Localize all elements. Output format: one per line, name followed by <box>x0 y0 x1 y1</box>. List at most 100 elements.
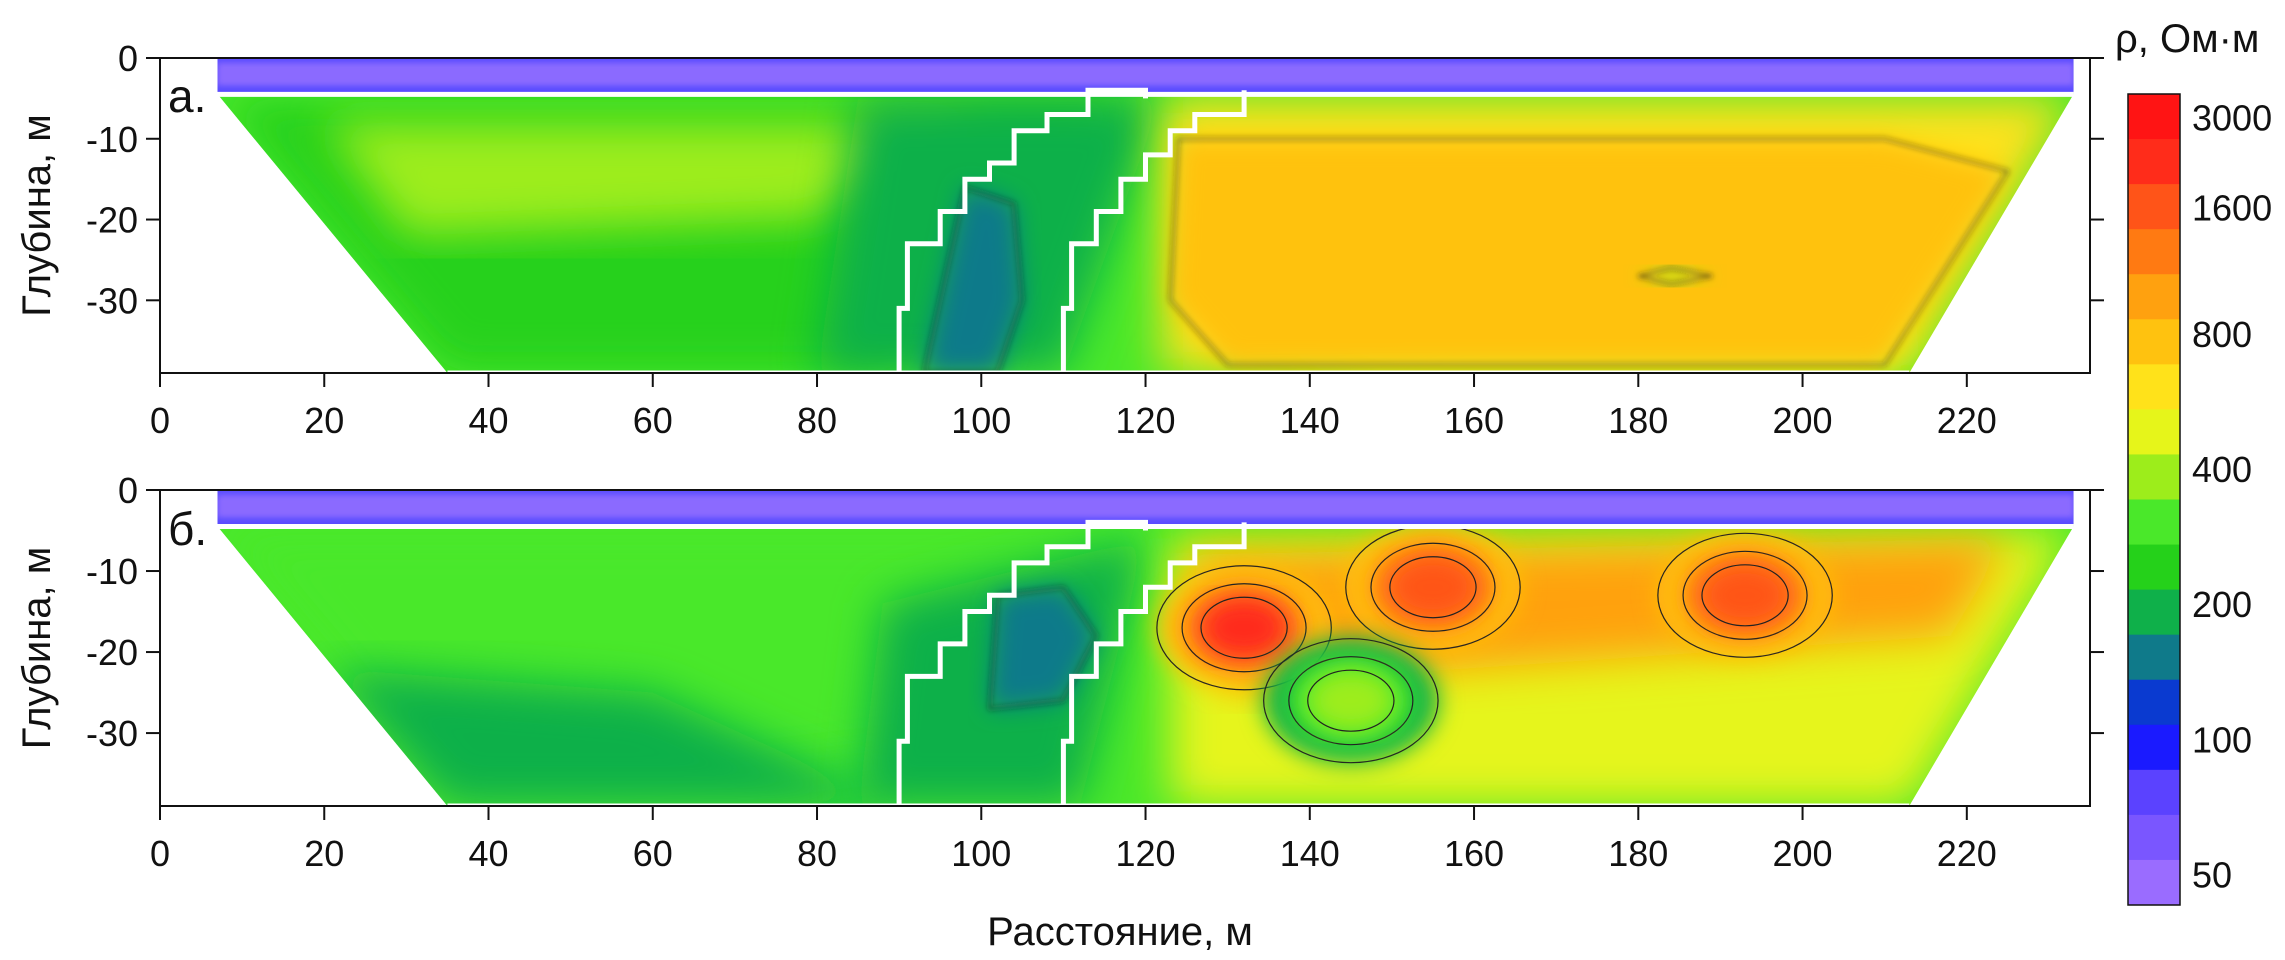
zone-1 <box>324 122 982 236</box>
anomaly-low-body-145-contour-0 <box>1263 638 1439 764</box>
x-tick-label: 160 <box>1444 400 1504 441</box>
panel-a: 0 20 40 60 80 100 120 140 160 180 200 220 0 -10 -20 -30… <box>15 38 2104 441</box>
fault-line-0 <box>896 87 1148 373</box>
legend-frame <box>2127 93 2181 906</box>
legend-label: 800 <box>2192 314 2252 355</box>
x-tick-label: 160 <box>1444 833 1504 874</box>
legend-label: 3000 <box>2192 98 2272 139</box>
x-tick-label: 0 <box>150 400 170 441</box>
legend-band <box>2128 544 2180 591</box>
panel-a-y-axis-label: Глубина, м <box>15 114 59 317</box>
panel-a-label: а. <box>168 70 206 122</box>
y-tick-label: 0 <box>118 38 138 79</box>
legend-band <box>2128 184 2180 230</box>
y-tick-label: -30 <box>86 280 138 321</box>
legend-band <box>2128 724 2180 771</box>
legend-color-bands <box>2127 93 2181 906</box>
legend-band <box>2128 499 2180 546</box>
legend-band <box>2128 814 2180 861</box>
anomaly-contour-conductive-zone <box>922 186 1024 373</box>
anomaly-low-body-145-contour-1 <box>1288 656 1414 746</box>
legend-band <box>2128 274 2180 320</box>
y-tick-label: -10 <box>86 551 138 592</box>
color-legend: ρ, Ом·м 3000 1600 800 400 200 100 50 <box>2115 17 2272 906</box>
y-tick-label: -10 <box>86 119 138 160</box>
x-tick-label: 100 <box>951 400 1011 441</box>
x-axis-label: Расстояние, м <box>987 910 1253 954</box>
panel-b-y-axis-label: Глубина, м <box>15 547 59 750</box>
anomaly-peak-193-contour-0 <box>1657 532 1833 658</box>
legend-band <box>2128 139 2180 185</box>
anomaly-peak-132-contour-2 <box>1200 596 1288 659</box>
anomaly-peak-193-ring-2 <box>1701 564 1789 626</box>
x-tick-label: 140 <box>1280 400 1340 441</box>
legend-band <box>2128 319 2180 365</box>
anomaly-peak-155-ring-2 <box>1389 556 1477 618</box>
legend-band <box>2128 634 2180 681</box>
legend-label: 50 <box>2192 854 2232 895</box>
panel-b-label: б. <box>168 503 207 555</box>
fault-line-0 <box>896 519 1148 806</box>
anomaly-conductive-zone <box>923 187 1023 373</box>
panel-a-frame <box>159 57 2091 374</box>
anomaly-peak-132-contour-1 <box>1181 583 1307 673</box>
legend-band <box>2128 859 2180 906</box>
y-tick-label: 0 <box>118 470 138 511</box>
x-tick-label: 100 <box>951 833 1011 874</box>
x-tick-label: 80 <box>797 833 837 874</box>
anomaly-peak-193-contour-2 <box>1701 564 1789 627</box>
legend-label: 100 <box>2192 719 2252 760</box>
x-tick-label: 120 <box>1115 833 1175 874</box>
anomaly-contour-resistive-body <box>1169 138 2010 366</box>
anomaly-peak-193-contour-1 <box>1682 550 1808 640</box>
x-tick-label: 20 <box>304 400 344 441</box>
anomaly-contour-conductive-zone <box>988 586 1098 710</box>
x-tick-label: 180 <box>1608 833 1668 874</box>
anomaly-peak-132-contour-0 <box>1156 565 1332 691</box>
x-tick-label: 0 <box>150 833 170 874</box>
fault-line-1 <box>1060 90 1247 373</box>
anomaly-peak-155-contour-1 <box>1370 542 1496 632</box>
anomaly-low-body-145-ring-2 <box>1307 670 1394 732</box>
legend-title: ρ, Ом·м <box>2115 17 2259 61</box>
legend-band <box>2128 589 2180 636</box>
legend-labels: 3000 1600 800 400 200 100 50 <box>2192 98 2272 896</box>
panel-b-axis-ticks: 0 20 40 60 80 100 120 140 160 180 200 220 0 -10 -20 -30 <box>86 470 2104 874</box>
x-tick-label: 60 <box>633 833 673 874</box>
anomaly-contour-low-body <box>1638 267 1713 285</box>
anomaly-low-body-145-contour-2 <box>1307 669 1395 732</box>
x-tick-label: 220 <box>1937 400 1997 441</box>
top-layer-highlight <box>217 62 2074 86</box>
x-tick-label: 180 <box>1608 400 1668 441</box>
top-layer-highlight <box>217 494 2074 518</box>
legend-label: 200 <box>2192 584 2252 625</box>
panel-b: 0 20 40 60 80 100 120 140 160 180 200 220 0 -10 -20 -30… <box>15 470 2104 954</box>
x-tick-label: 200 <box>1773 833 1833 874</box>
panel-a-resistivity-fill <box>217 58 2074 373</box>
x-tick-label: 40 <box>468 400 508 441</box>
panel-a-axis-ticks: 0 20 40 60 80 100 120 140 160 180 200 220 0 -10 -20 -30 <box>86 38 2104 441</box>
x-tick-label: 120 <box>1115 400 1175 441</box>
x-tick-label: 80 <box>797 400 837 441</box>
anomaly-resistive-body <box>1170 138 2008 365</box>
anomaly-peak-132-ring-2 <box>1200 597 1288 659</box>
legend-label: 1600 <box>2192 188 2272 229</box>
y-tick-label: -20 <box>86 200 138 241</box>
fault-line-1 <box>1060 522 1247 806</box>
panel-b-frame <box>159 489 2091 807</box>
y-tick-label: -30 <box>86 713 138 754</box>
x-tick-label: 60 <box>633 400 673 441</box>
legend-band <box>2128 94 2180 140</box>
x-tick-label: 200 <box>1773 400 1833 441</box>
panel-b-resistivity-fill <box>217 490 2074 806</box>
x-tick-label: 140 <box>1280 833 1340 874</box>
legend-band <box>2128 364 2180 410</box>
legend-band <box>2128 679 2180 726</box>
zone-1 <box>324 668 900 806</box>
x-tick-label: 220 <box>1937 833 1997 874</box>
anomaly-peak-155-contour-2 <box>1389 556 1477 619</box>
legend-band <box>2128 454 2180 500</box>
legend-label: 400 <box>2192 449 2252 490</box>
y-tick-label: -20 <box>86 632 138 673</box>
